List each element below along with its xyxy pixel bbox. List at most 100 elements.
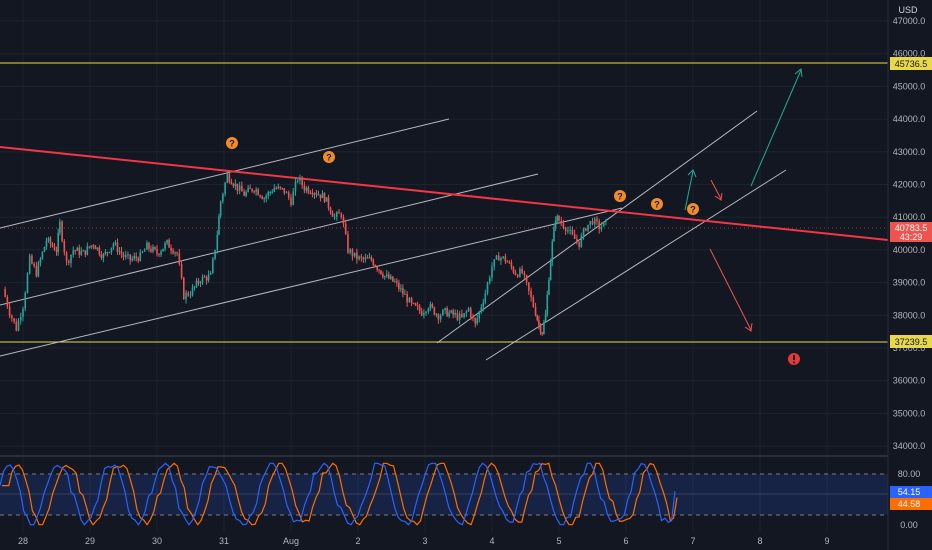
question-marker-icon[interactable]: ? <box>614 190 626 202</box>
candle-body <box>135 256 138 259</box>
candle-body <box>6 296 9 307</box>
candle-body <box>174 252 176 254</box>
oscillator-k-line <box>0 462 676 526</box>
arrow-up-small <box>684 169 697 211</box>
candle-body <box>172 250 174 254</box>
candle-body <box>325 197 328 202</box>
candle-body <box>96 247 99 250</box>
candle-body <box>13 318 15 322</box>
candle-body <box>333 216 336 218</box>
candle-body <box>296 180 299 182</box>
candle-body <box>370 257 373 260</box>
alert-marker[interactable] <box>788 353 800 365</box>
candle-body <box>72 250 75 255</box>
candle-body <box>281 187 284 189</box>
candle-body <box>170 247 172 251</box>
candle-body <box>4 289 6 297</box>
candle-body <box>573 234 576 239</box>
candle-body <box>267 192 270 196</box>
question-marker-icon[interactable]: ? <box>687 203 699 215</box>
candle-body <box>408 298 411 303</box>
price-tick: 40000.0 <box>893 245 926 255</box>
candle-body <box>301 177 303 186</box>
question-marker-icon[interactable]: ? <box>323 151 335 163</box>
candle-body <box>402 288 404 294</box>
candle-body <box>598 221 600 230</box>
candle-body <box>100 254 103 259</box>
candle-body <box>602 221 605 227</box>
candle-body <box>554 220 557 228</box>
price-tick: 38000.0 <box>893 310 926 320</box>
candle-body <box>49 238 52 245</box>
candle-body <box>548 280 550 295</box>
oscillator-d-value: 44.58 <box>898 499 921 509</box>
candle-body <box>110 247 113 253</box>
projection-arrows[interactable] <box>684 68 803 332</box>
date-tick: 7 <box>690 536 695 546</box>
candle-body <box>187 292 190 296</box>
candle-body <box>292 191 295 205</box>
currency-label: USD <box>898 5 918 15</box>
date-tick: 28 <box>18 536 28 546</box>
candle-body <box>305 187 308 191</box>
candle-body <box>427 308 430 312</box>
question-marker-icon[interactable]: ? <box>226 137 238 149</box>
candle-body <box>446 308 448 317</box>
candle-body <box>472 317 474 319</box>
candle-body <box>313 193 316 195</box>
candle-body <box>112 243 115 248</box>
descending-trendline[interactable] <box>0 146 889 241</box>
time-axis[interactable]: 28 29 30 31 Aug 2 3 4 5 6 7 8 9 <box>0 532 888 550</box>
candle-body <box>380 270 382 275</box>
candle-body <box>285 192 288 194</box>
candle-body <box>398 282 400 290</box>
candle-body <box>549 261 552 281</box>
candle-body <box>201 276 204 283</box>
candle-body <box>279 186 282 188</box>
candle-body <box>556 216 559 221</box>
candle-body <box>497 255 500 261</box>
question-markers[interactable]: ????? <box>226 137 699 215</box>
candle-body <box>564 227 567 232</box>
candle-body <box>585 228 587 231</box>
candle-body <box>582 228 585 236</box>
candle-body <box>22 308 24 317</box>
candle-body <box>303 185 306 191</box>
candle-body <box>368 257 371 259</box>
svg-text:?: ? <box>690 205 696 215</box>
candle-body <box>33 263 35 267</box>
candle-body <box>329 207 332 213</box>
candle-body <box>344 223 347 234</box>
candle-body <box>230 181 233 185</box>
oscillator-pane[interactable] <box>0 462 888 526</box>
drawing-channels[interactable] <box>0 110 787 361</box>
question-marker-icon[interactable]: ? <box>651 198 663 210</box>
candle-body <box>28 255 31 274</box>
channel-line-upper-left <box>0 118 450 229</box>
candle-body <box>372 259 375 266</box>
candle-body <box>283 188 286 193</box>
oscillator-band <box>0 474 888 515</box>
candle-body <box>521 268 523 273</box>
candle-body <box>544 314 547 323</box>
candle-body <box>39 258 42 263</box>
support-price-label: 37239.5 <box>895 337 928 347</box>
candle-body <box>484 293 487 303</box>
candle-body <box>178 253 181 265</box>
candle-body <box>589 220 592 225</box>
candle-body <box>247 187 249 192</box>
candle-body <box>448 312 450 317</box>
candlestick-series[interactable] <box>4 171 607 336</box>
candle-body <box>562 223 565 228</box>
candle-body <box>525 275 528 283</box>
candle-body <box>335 212 338 217</box>
candle-body <box>74 250 77 252</box>
candle-body <box>86 246 89 255</box>
price-axis[interactable]: USD 47000.0 46000.0 45000.0 44000.0 43000.0 4… <box>888 0 932 550</box>
candle-body <box>532 297 535 307</box>
candle-body <box>360 256 363 258</box>
candle-body <box>129 254 131 261</box>
candle-body <box>11 315 13 319</box>
date-tick: 6 <box>623 536 628 546</box>
